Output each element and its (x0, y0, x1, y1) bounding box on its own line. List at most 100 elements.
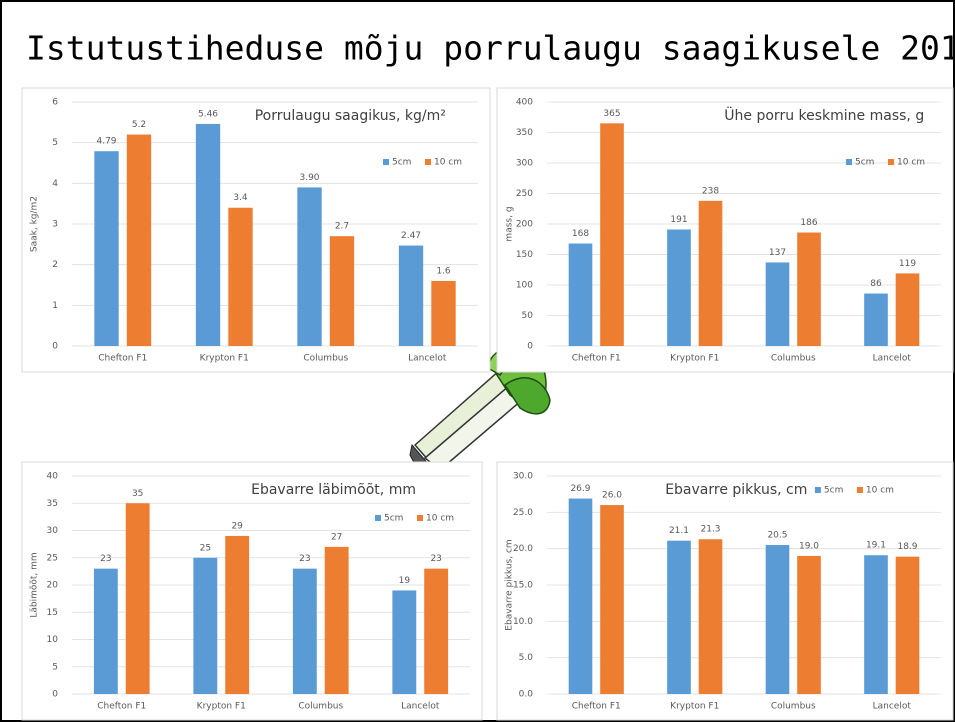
data-label: 3.90 (299, 173, 319, 183)
y-tick-label: 100 (516, 281, 533, 291)
x-tick-label: Lancelot (873, 702, 912, 712)
y-tick-label: 0.0 (519, 690, 534, 700)
y-tick-label: 6 (52, 98, 58, 108)
legend-label: 10 cm (866, 486, 894, 496)
y-tick-label: 35 (47, 499, 58, 509)
bar (126, 134, 152, 346)
y-tick-label: 0 (52, 690, 58, 700)
data-label: 2.7 (335, 222, 349, 232)
bar (195, 123, 221, 347)
bar (600, 505, 624, 694)
y-axis-label: Saak, kg/m2 (30, 196, 40, 252)
y-tick-label: 50 (522, 311, 534, 321)
data-label: 27 (331, 532, 342, 542)
y-tick-label: 300 (516, 159, 533, 169)
y-tick-label: 25 (47, 553, 58, 563)
bar (568, 498, 593, 694)
data-label: 5.46 (198, 109, 218, 119)
bar (228, 207, 253, 346)
data-label: 25 (200, 543, 211, 553)
chart-title: Ühe porru keskmine mass, g (724, 106, 924, 124)
y-tick-label: 30 (47, 526, 59, 536)
data-label: 18.9 (897, 542, 917, 552)
y-tick-label: 20 (47, 581, 59, 591)
slide-title: Istutustiheduse mõju porrulaugu saagikus… (26, 29, 955, 68)
bar (93, 568, 118, 694)
legend-label: 5cm (855, 158, 874, 168)
data-label: 19 (399, 576, 411, 586)
chart-title: Porrulaugu saagikus, kg/m² (255, 108, 446, 124)
bar (864, 293, 888, 346)
bar (431, 280, 456, 346)
x-tick-label: Krypton F1 (670, 702, 719, 712)
bar (324, 546, 349, 694)
y-tick-label: 10 (47, 635, 59, 645)
data-label: 23 (430, 554, 441, 564)
y-tick-label: 10.0 (513, 617, 533, 627)
x-tick-label: Krypton F1 (197, 702, 246, 712)
data-label: 26.0 (602, 491, 622, 501)
data-label: 4.79 (96, 137, 116, 147)
y-tick-label: 3 (52, 220, 58, 230)
legend-label: 5cm (392, 158, 411, 168)
data-label: 191 (670, 215, 687, 225)
y-axis-label: Läbimõõt, mm (30, 552, 40, 617)
legend-label: 5cm (824, 486, 843, 496)
data-label: 29 (231, 521, 243, 531)
legend-label: 10 cm (426, 514, 454, 524)
bar (424, 568, 449, 694)
x-tick-label: Chefton F1 (97, 702, 146, 712)
legend-label: 10 cm (897, 158, 925, 168)
legend-swatch (814, 487, 821, 493)
chart-title: Ebavarre läbimõõt, mm (251, 482, 416, 498)
bar (698, 200, 723, 346)
x-tick-label: Chefton F1 (98, 354, 147, 364)
data-label: 86 (870, 279, 882, 289)
y-tick-label: 1 (52, 301, 58, 311)
y-tick-label: 150 (516, 250, 533, 260)
bar (292, 568, 317, 694)
data-label: 3.4 (233, 193, 248, 203)
legend-label: 10 cm (434, 158, 462, 168)
data-label: 19.1 (866, 541, 886, 551)
y-axis-label: Ebavarre pikkus, cm (505, 539, 515, 630)
bar (329, 236, 355, 346)
data-label: 238 (702, 186, 719, 196)
y-tick-label: 20.0 (513, 544, 533, 554)
legend-swatch (375, 515, 381, 521)
bar (125, 503, 150, 694)
bar (600, 123, 624, 346)
data-label: 19.0 (799, 541, 819, 551)
x-tick-label: Columbus (771, 702, 816, 712)
legend-swatch (417, 515, 423, 521)
x-tick-label: Krypton F1 (200, 354, 249, 364)
y-tick-label: 5 (52, 138, 58, 148)
bar (864, 555, 888, 694)
bar (765, 262, 790, 346)
y-tick-label: 25.0 (513, 508, 533, 518)
y-tick-label: 400 (516, 98, 533, 108)
bar (225, 535, 250, 694)
data-label: 23 (100, 554, 111, 564)
y-tick-label: 4 (52, 179, 58, 189)
x-tick-label: Chefton F1 (572, 354, 621, 364)
y-tick-label: 2 (52, 260, 58, 270)
x-tick-label: Lancelot (408, 354, 447, 364)
x-tick-label: Columbus (303, 354, 348, 364)
legend-label: 5cm (384, 514, 403, 524)
data-label: 21.1 (669, 526, 689, 536)
y-tick-label: 200 (516, 220, 533, 230)
y-tick-label: 40 (47, 472, 59, 482)
data-label: 2.47 (401, 231, 421, 241)
legend-swatch (425, 159, 431, 165)
y-tick-label: 350 (516, 128, 533, 138)
data-label: 137 (769, 248, 786, 258)
bar (895, 556, 920, 694)
x-tick-label: Columbus (771, 354, 816, 364)
y-tick-label: 0 (527, 342, 533, 352)
data-label: 23 (299, 554, 310, 564)
bar (667, 540, 691, 694)
chart-title: Ebavarre pikkus, cm (665, 482, 807, 498)
bar (667, 229, 691, 346)
data-label: 26.9 (570, 484, 590, 494)
